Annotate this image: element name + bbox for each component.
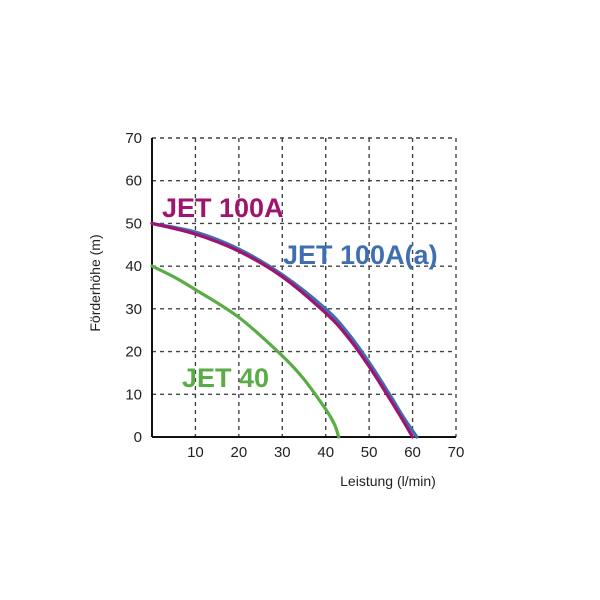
x-tick-label: 60 [404, 444, 421, 461]
x-tick-label: 10 [187, 444, 204, 461]
axes [151, 138, 456, 438]
y-axis-label: Förderhöhe (m) [87, 234, 103, 331]
series-line-jet-100a-a [150, 221, 419, 439]
y-tick-labels: 0 10 20 30 40 50 60 70 [125, 130, 142, 446]
x-tick-label: 30 [274, 444, 291, 461]
series-label-jet-40: JET 40 [182, 363, 269, 393]
y-tick-label: 20 [125, 344, 142, 361]
x-tick-label: 40 [317, 444, 334, 461]
y-tick-label: 60 [125, 173, 142, 190]
y-tick-label: 40 [125, 258, 142, 275]
x-tick-label: 70 [448, 444, 465, 461]
grid [152, 137, 457, 437]
y-tick-label: 50 [125, 215, 142, 232]
y-tick-label: 70 [125, 130, 142, 147]
y-tick-label: 10 [125, 386, 142, 403]
y-tick-label: 0 [134, 429, 142, 446]
series-label-jet-100a: JET 100A [162, 193, 284, 223]
y-tick-label: 30 [125, 301, 142, 318]
x-axis-label: Leistung (l/min) [340, 473, 436, 489]
series-line-jet-40 [150, 264, 341, 439]
series-label-jet-100a-a: JET 100A(a) [283, 240, 438, 270]
x-tick-label: 20 [231, 444, 248, 461]
series-lines [150, 221, 419, 439]
series-line-jet-100a [150, 221, 415, 439]
x-tick-label: 50 [361, 444, 378, 461]
x-tick-labels: 10 20 30 40 50 60 70 [187, 444, 464, 461]
